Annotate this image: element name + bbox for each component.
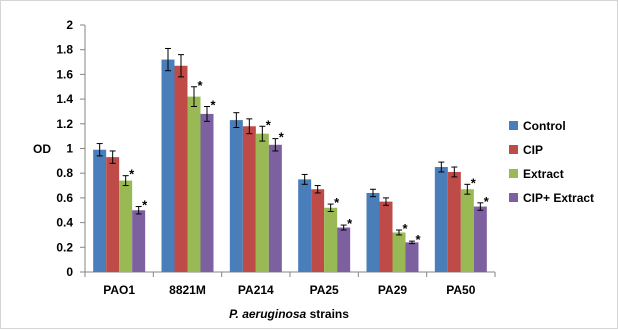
significance-star: * [347, 216, 353, 231]
y-tick-label: 2 [66, 18, 73, 32]
bar [255, 133, 269, 272]
bar [324, 207, 338, 272]
bar [460, 189, 474, 272]
y-tick-label: 0.8 [56, 166, 73, 180]
legend-label: Extract [523, 167, 564, 181]
legend-swatch [509, 121, 518, 130]
y-tick-label: 1.6 [56, 67, 73, 81]
significance-star: * [415, 232, 421, 247]
significance-star: * [142, 198, 148, 213]
x-tick-label: PAO1 [103, 283, 135, 297]
legend-swatch [509, 193, 518, 202]
significance-star: * [210, 98, 216, 113]
legend-label: CIP+ Extract [523, 191, 594, 205]
y-axis-title: OD [33, 142, 51, 156]
bar [434, 167, 448, 272]
legend-label: CIP [523, 143, 543, 157]
x-tick-label: 8821M [169, 283, 206, 297]
bar [161, 59, 175, 272]
bar [366, 192, 380, 272]
bar [93, 149, 107, 272]
bar [473, 206, 487, 272]
legend-label: Control [523, 119, 566, 133]
x-tick-label: PA25 [310, 283, 339, 297]
bar [392, 232, 406, 272]
x-tick-label: PA214 [238, 283, 274, 297]
legend-swatch [509, 145, 518, 154]
significance-star: * [279, 130, 285, 145]
error-bars [96, 47, 484, 245]
significance-star: * [266, 117, 272, 132]
bar [200, 113, 214, 272]
significance-markers: * * * * * * * * * * * * [129, 78, 490, 247]
bar [337, 227, 351, 272]
legend-swatch [509, 169, 518, 178]
bar [268, 144, 282, 272]
significance-star: * [402, 221, 408, 236]
x-axis: PAO1 8821M PA214 PA25 PA29 PA50 [84, 271, 496, 297]
bar [132, 210, 146, 272]
bar [106, 157, 120, 272]
y-tick-label: 1 [66, 142, 73, 156]
x-tick-label: PA50 [446, 283, 475, 297]
bars [93, 59, 487, 273]
x-axis-title: P. aeruginosa strains [229, 307, 349, 321]
bar [187, 96, 201, 272]
legend: Control CIP Extract CIP+ Extract [509, 119, 594, 205]
x-axis-title-suffix: strains [306, 307, 349, 321]
bar [174, 65, 188, 272]
bar [405, 242, 419, 272]
y-tick-label: 0.4 [56, 216, 73, 230]
significance-star: * [484, 194, 490, 209]
y-tick-label: 1.8 [56, 43, 73, 57]
x-axis-title-species: P. aeruginosa [229, 307, 306, 321]
x-tick-label: PA29 [378, 283, 407, 297]
bar [119, 180, 133, 272]
bar [379, 201, 393, 272]
y-tick-label: 0 [66, 265, 73, 279]
y-tick-label: 1.4 [56, 92, 73, 106]
bar [229, 120, 243, 272]
bar [298, 179, 312, 272]
significance-star: * [471, 175, 477, 190]
bar [311, 189, 325, 272]
y-tick-label: 1.2 [56, 117, 73, 131]
significance-star: * [197, 78, 203, 93]
y-tick-label: 0.6 [56, 191, 73, 205]
y-axis: 0 0.2 0.4 0.6 0.8 1 1.2 1.4 1.6 1.8 2 [56, 18, 86, 279]
bar [242, 126, 256, 273]
bar [447, 171, 461, 272]
significance-star: * [129, 167, 135, 182]
y-tick-label: 0.2 [56, 240, 73, 254]
significance-star: * [334, 195, 340, 210]
